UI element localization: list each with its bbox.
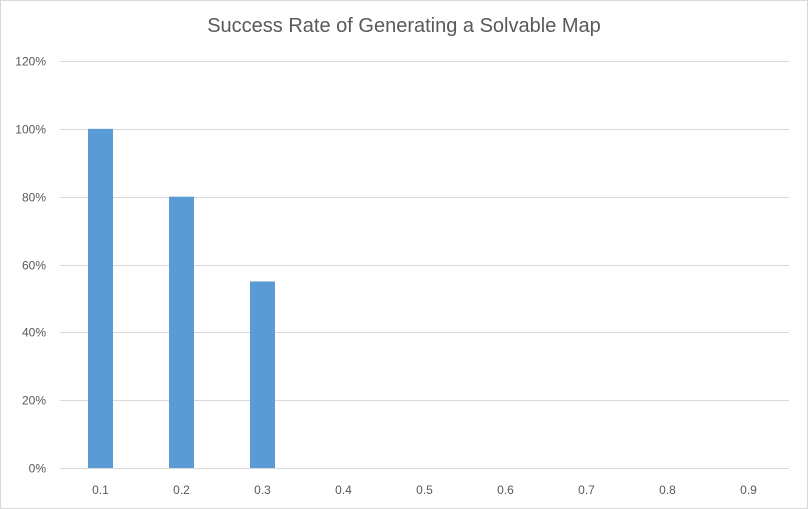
x-tick-label: 0.5 [416,483,433,497]
y-tick-label: 60% [22,259,46,273]
x-tick-label: 0.8 [659,483,676,497]
x-tick-label: 0.9 [740,483,757,497]
x-tick-label: 0.4 [335,483,352,497]
y-tick-label: 0% [29,462,47,476]
y-axis-ticks: 0% 20% 40% 60% 80% 100% 120% [15,55,46,476]
bar-0.1 [88,128,113,468]
y-tick-label: 40% [22,326,46,340]
x-tick-label: 0.7 [578,483,595,497]
bar-0.3 [250,281,275,468]
x-tick-label: 0.2 [173,483,190,497]
y-tick-label: 20% [22,394,46,408]
gridlines [60,61,789,469]
y-tick-label: 120% [15,55,46,69]
x-tick-label: 0.1 [92,483,109,497]
bars [88,128,275,468]
x-axis-ticks: 0.1 0.2 0.3 0.4 0.5 0.6 0.7 0.8 0.9 [92,483,757,497]
bar-0.2 [169,196,194,468]
x-tick-label: 0.3 [254,483,271,497]
y-tick-label: 100% [15,123,46,137]
chart-title: Success Rate of Generating a Solvable Ma… [207,15,601,37]
y-tick-label: 80% [22,191,46,205]
x-tick-label: 0.6 [497,483,514,497]
